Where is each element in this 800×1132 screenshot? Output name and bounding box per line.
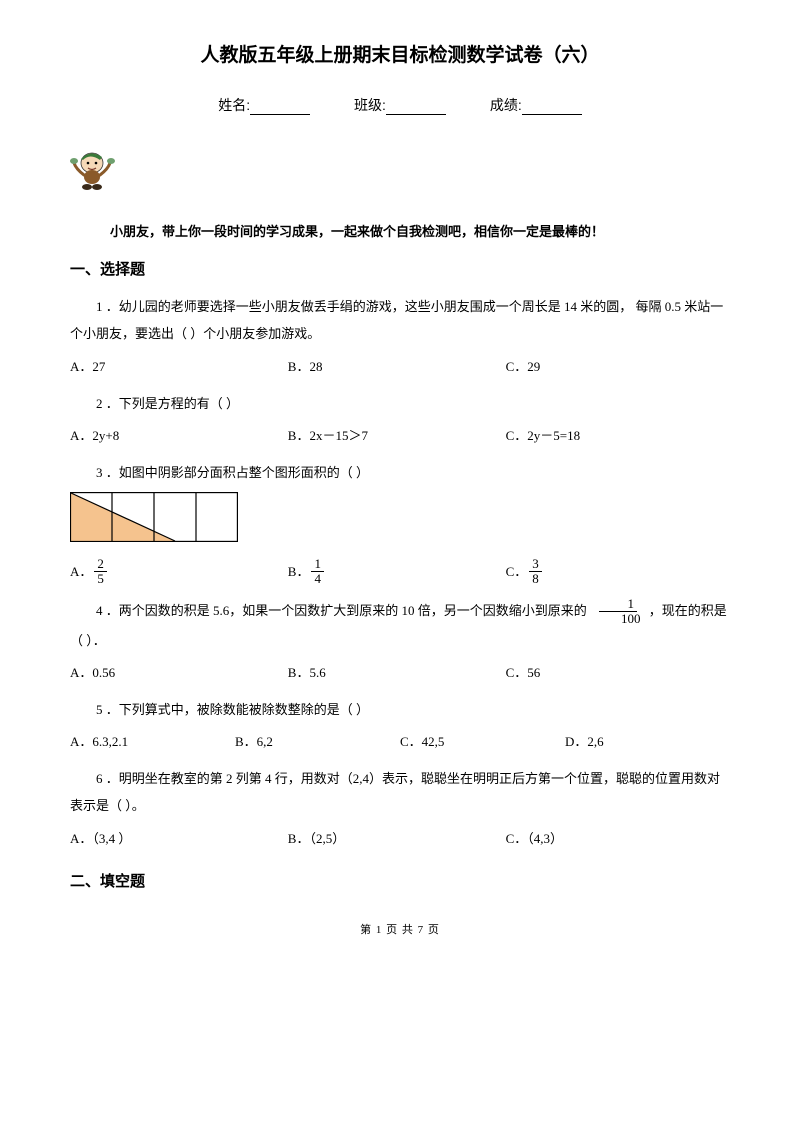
q1-text: 1 ．幼儿园的老师要选择一些小朋友做丢手绢的游戏，这些小朋友围成一个周长是 14… bbox=[70, 293, 730, 348]
score-label: 成绩: bbox=[490, 97, 522, 113]
q5-options: A．6.3,2.1 B．6,2 C．42,5 D．2,6 bbox=[70, 729, 730, 755]
q4-text-pre: 4 ．两个因数的积是 5.6，如果一个因数扩大到原来的 10 倍，另一个因数缩小… bbox=[96, 603, 587, 618]
q3-opt-a[interactable]: A． 25 bbox=[70, 557, 288, 587]
mascot-icon bbox=[70, 145, 118, 193]
q2-opt-b[interactable]: B．2x－15＞7 bbox=[288, 423, 506, 449]
q3-b-label: B． bbox=[288, 559, 310, 585]
q1-opt-a[interactable]: A．27 bbox=[70, 354, 288, 380]
q5-opt-d[interactable]: D．2,6 bbox=[565, 729, 730, 755]
q2-options: A．2y+8 B．2x－15＞7 C．2y－5=18 bbox=[70, 423, 730, 449]
class-label: 班级: bbox=[354, 97, 386, 113]
q5-text: 5 ．下列算式中，被除数能被除数整除的是（ ） bbox=[70, 696, 730, 723]
q6-text: 6 ．明明坐在教室的第 2 列第 4 行，用数对（2,4）表示，聪聪坐在明明正后… bbox=[70, 765, 730, 820]
student-info-line: 姓名: 班级: 成绩: bbox=[70, 95, 730, 115]
q3-text: 3 ．如图中阴影部分面积占整个图形面积的（ ） bbox=[70, 459, 730, 486]
q4-options: A．0.56 B．5.6 C．56 bbox=[70, 660, 730, 686]
page-title: 人教版五年级上册期末目标检测数学试卷（六） bbox=[70, 40, 730, 67]
q2-opt-a[interactable]: A．2y+8 bbox=[70, 423, 288, 449]
q3-options: A． 25 B． 14 C． 38 bbox=[70, 557, 730, 587]
name-blank[interactable] bbox=[250, 100, 310, 115]
q5-opt-c[interactable]: C．42,5 bbox=[400, 729, 565, 755]
q4-opt-c[interactable]: C．56 bbox=[506, 660, 724, 686]
intro-text: 小朋友，带上你一段时间的学习成果，一起来做个自我检测吧，相信你一定是最棒的！ bbox=[110, 221, 730, 240]
q4-text: 4 ．两个因数的积是 5.6，如果一个因数扩大到原来的 10 倍，另一个因数缩小… bbox=[70, 597, 730, 654]
q2-opt-c[interactable]: C．2y－5=18 bbox=[506, 423, 724, 449]
class-blank[interactable] bbox=[386, 100, 446, 115]
q3-c-label: C． bbox=[506, 559, 528, 585]
q5-opt-b[interactable]: B．6,2 bbox=[235, 729, 400, 755]
q3-b-frac: 14 bbox=[311, 557, 324, 587]
q4-opt-a[interactable]: A．0.56 bbox=[70, 660, 288, 686]
q3-opt-c[interactable]: C． 38 bbox=[506, 557, 724, 587]
q5-opt-a[interactable]: A．6.3,2.1 bbox=[70, 729, 235, 755]
q1-opt-b[interactable]: B．28 bbox=[288, 354, 506, 380]
q3-figure bbox=[70, 492, 730, 547]
name-label: 姓名: bbox=[218, 97, 250, 113]
q1-options: A．27 B．28 C．29 bbox=[70, 354, 730, 380]
score-blank[interactable] bbox=[522, 100, 582, 115]
q6-options: A．（3,4 ） B．（2,5） C．（4,3） bbox=[70, 826, 730, 852]
q4-opt-b[interactable]: B．5.6 bbox=[288, 660, 506, 686]
page-footer: 第 1 页 共 7 页 bbox=[70, 921, 730, 937]
q2-text: 2 ．下列是方程的有（ ） bbox=[70, 390, 730, 417]
section-2-heading: 二、填空题 bbox=[70, 870, 730, 891]
q3-a-label: A． bbox=[70, 559, 92, 585]
q6-opt-a[interactable]: A．（3,4 ） bbox=[70, 826, 288, 852]
q6-opt-b[interactable]: B．（2,5） bbox=[288, 826, 506, 852]
q3-c-frac: 38 bbox=[529, 557, 542, 587]
q3-a-frac: 25 bbox=[94, 557, 107, 587]
q6-opt-c[interactable]: C．（4,3） bbox=[506, 826, 724, 852]
q4-frac: 1100 bbox=[592, 597, 644, 627]
q3-opt-b[interactable]: B． 14 bbox=[288, 557, 506, 587]
section-1-heading: 一、选择题 bbox=[70, 258, 730, 279]
q1-opt-c[interactable]: C．29 bbox=[506, 354, 724, 380]
